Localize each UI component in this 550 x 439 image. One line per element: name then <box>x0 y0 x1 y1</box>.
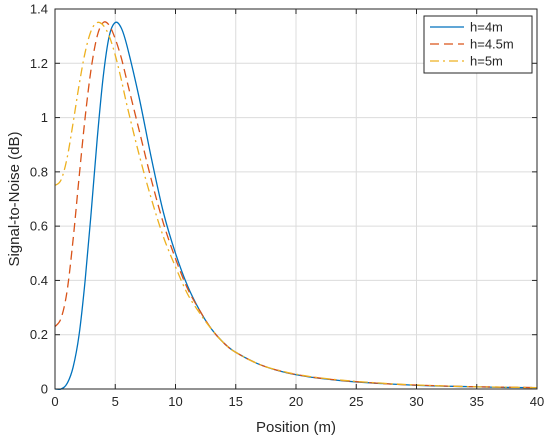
y-tick-label: 0 <box>41 382 48 397</box>
x-tick-label: 10 <box>168 394 182 409</box>
x-tick-label: 5 <box>112 394 119 409</box>
x-tick-label: 30 <box>409 394 423 409</box>
legend-box <box>423 15 533 74</box>
y-tick-label: 1 <box>41 110 48 125</box>
x-tick-label: 0 <box>51 394 58 409</box>
x-tick-label: 35 <box>470 394 484 409</box>
series-line-h=5m <box>54 21 538 389</box>
x-axis-label: Position (m) <box>256 419 336 436</box>
axis-ticks: 0 5 10 15 20 25 30 35 40 0 0.2 0.4 0.6 0.8 1 1.2 1.4 <box>30 2 544 410</box>
series-line-h=4m <box>54 21 538 391</box>
y-tick-label: 1.4 <box>30 2 48 17</box>
y-tick-label: 0.2 <box>30 327 48 342</box>
legend-label: h=4.5m <box>470 37 514 52</box>
legend-label: h=5m <box>470 54 503 69</box>
x-tick-label: 25 <box>349 394 363 409</box>
y-tick-label: 0.4 <box>30 273 48 288</box>
x-tick-label: 15 <box>229 394 243 409</box>
x-tick-label: 40 <box>530 394 544 409</box>
series-lines <box>54 21 538 391</box>
legend-label: h=4m <box>470 20 503 35</box>
series-line-h=4.5m <box>54 21 538 389</box>
y-tick-label: 1.2 <box>30 56 48 71</box>
legend: h=4m h=4.5m h=5m <box>423 15 533 74</box>
y-axis-label: Signal-to-Noise (dB) <box>6 131 23 266</box>
x-tick-label: 20 <box>289 394 303 409</box>
y-tick-label: 0.8 <box>30 164 48 179</box>
y-tick-label: 0.6 <box>30 219 48 234</box>
